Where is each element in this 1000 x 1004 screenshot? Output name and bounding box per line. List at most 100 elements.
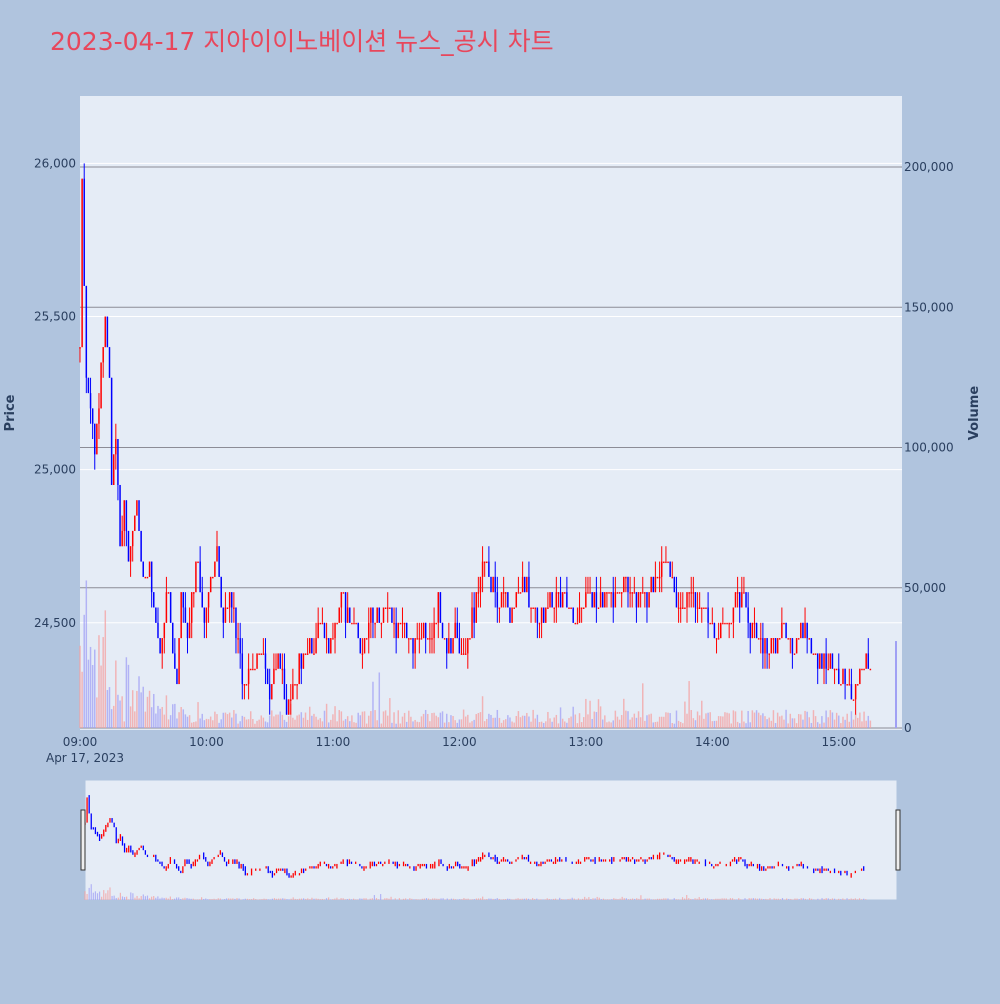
volume-bar xyxy=(307,720,308,728)
range-volume-bar xyxy=(742,899,743,900)
volume-bar xyxy=(665,712,666,728)
candle-body xyxy=(572,607,573,622)
candle-body xyxy=(107,317,108,348)
candle-body xyxy=(81,179,82,347)
range-volume-bar xyxy=(771,899,772,900)
range-handle[interactable] xyxy=(896,810,900,870)
range-volume-bar xyxy=(717,899,718,900)
volume-bar xyxy=(868,716,869,728)
candle-body xyxy=(191,592,192,623)
range-volume-bar xyxy=(295,899,296,900)
volume-bar xyxy=(672,723,673,728)
volume-bar xyxy=(577,723,578,728)
volume-bar xyxy=(756,710,757,728)
volume-bar xyxy=(800,714,801,728)
candle-body xyxy=(305,653,306,655)
candle-body xyxy=(661,562,662,577)
range-volume-bar xyxy=(540,899,541,900)
candle-body xyxy=(674,577,675,592)
volume-bar xyxy=(629,720,630,728)
range-volume-bar xyxy=(796,899,797,900)
volume-bar xyxy=(244,717,245,728)
volume-bar xyxy=(248,719,249,728)
volume-bar xyxy=(339,710,340,728)
range-volume-bar xyxy=(332,899,333,900)
volume-bar xyxy=(768,718,769,728)
candle-body xyxy=(174,653,175,668)
volume-bar xyxy=(737,722,738,728)
candle-body xyxy=(478,592,479,594)
volume-bar xyxy=(695,720,696,728)
candle-body xyxy=(863,669,864,671)
candle-body xyxy=(136,500,137,515)
range-handle[interactable] xyxy=(81,810,85,870)
range-volume-bar xyxy=(86,894,87,900)
candle-body xyxy=(100,362,101,408)
volume-bar xyxy=(121,696,122,728)
range-volume-bar xyxy=(763,899,764,900)
range-volume-bar xyxy=(686,895,687,900)
volume-bar xyxy=(332,714,333,728)
range-volume-bar xyxy=(384,898,385,900)
candle-body xyxy=(494,577,495,592)
candle-body xyxy=(518,592,519,594)
candle-body xyxy=(164,623,165,638)
volume-bar xyxy=(754,713,755,728)
volume-bar xyxy=(589,701,590,728)
candle-body xyxy=(724,623,725,625)
volume-bar xyxy=(606,722,607,728)
candle-body xyxy=(343,592,344,594)
candle-body xyxy=(796,638,797,653)
volume-bar xyxy=(218,723,219,728)
volume-bar xyxy=(366,724,367,728)
candle-body xyxy=(857,684,858,686)
range-volume-bar xyxy=(270,899,271,900)
volume-bar xyxy=(448,722,449,728)
range-volume-bar xyxy=(180,899,181,900)
range-volume-bar xyxy=(390,897,391,900)
y2-axis-title: Volume xyxy=(967,386,982,441)
range-volume-bar xyxy=(305,899,306,900)
candle-body xyxy=(530,607,531,609)
candle-body xyxy=(634,592,635,594)
candle-body xyxy=(731,623,732,625)
candle-body xyxy=(663,562,664,564)
range-volume-bar xyxy=(644,899,645,900)
range-volume-bar xyxy=(553,899,554,900)
volume-bar xyxy=(507,715,508,728)
range-volume-bar xyxy=(603,899,604,900)
candle-body xyxy=(629,592,630,594)
candle-body xyxy=(121,531,122,546)
range-volume-bar xyxy=(386,898,387,900)
candle-body xyxy=(783,623,784,625)
volume-bar xyxy=(743,722,744,728)
volume-bar xyxy=(423,714,424,728)
range-volume-bar xyxy=(455,899,456,900)
range-volume-bar xyxy=(470,899,471,900)
volume-bar xyxy=(161,707,162,728)
candle-body xyxy=(602,592,603,607)
volume-bar xyxy=(151,707,152,728)
volume-bar xyxy=(572,707,573,728)
candle-body xyxy=(412,638,413,653)
candle-body xyxy=(606,592,607,594)
range-volume-bar xyxy=(611,899,612,900)
range-volume-bar xyxy=(309,899,310,900)
time-tick-label: 09:00 xyxy=(63,735,98,749)
candle-body xyxy=(208,592,209,607)
volume-bar xyxy=(631,717,632,728)
volume-bar xyxy=(541,722,542,728)
candle-body xyxy=(539,623,540,625)
volume-bar xyxy=(88,660,89,728)
range-volume-bar xyxy=(103,890,104,900)
range-volume-bar xyxy=(411,899,412,900)
volume-bar xyxy=(581,722,582,728)
volume-bar xyxy=(621,715,622,728)
volume-bar xyxy=(610,722,611,728)
volume-bar xyxy=(191,723,192,728)
range-volume-bar xyxy=(834,899,835,900)
range-volume-bar xyxy=(680,899,681,900)
range-volume-bar xyxy=(701,899,702,900)
volume-bar xyxy=(313,714,314,728)
candle-body xyxy=(728,623,729,625)
